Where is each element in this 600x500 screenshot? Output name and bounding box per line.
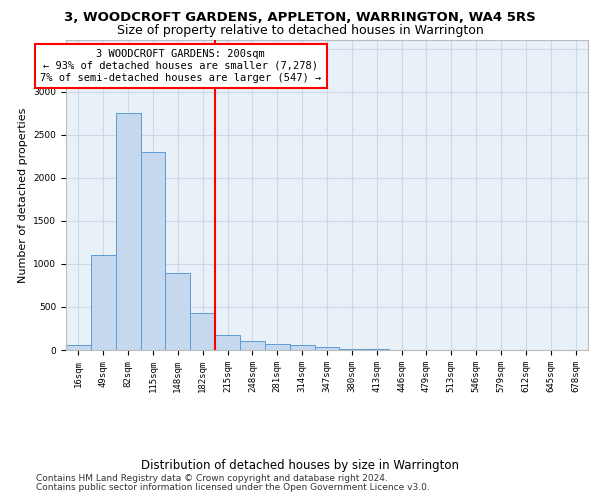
Text: 3, WOODCROFT GARDENS, APPLETON, WARRINGTON, WA4 5RS: 3, WOODCROFT GARDENS, APPLETON, WARRINGT…	[64, 11, 536, 24]
Text: Contains public sector information licensed under the Open Government Licence v3: Contains public sector information licen…	[36, 484, 430, 492]
Text: Contains HM Land Registry data © Crown copyright and database right 2024.: Contains HM Land Registry data © Crown c…	[36, 474, 388, 483]
Bar	[140, 152, 166, 350]
Bar	[166, 272, 190, 350]
Bar	[116, 113, 140, 350]
Bar	[190, 313, 215, 350]
Bar	[364, 349, 389, 350]
Bar	[91, 256, 116, 350]
Y-axis label: Number of detached properties: Number of detached properties	[18, 108, 28, 282]
Text: Size of property relative to detached houses in Warrington: Size of property relative to detached ho…	[116, 24, 484, 37]
Bar	[66, 345, 91, 350]
Bar	[240, 341, 265, 350]
Text: 3 WOODCROFT GARDENS: 200sqm
← 93% of detached houses are smaller (7,278)
7% of s: 3 WOODCROFT GARDENS: 200sqm ← 93% of det…	[40, 50, 322, 82]
Text: Distribution of detached houses by size in Warrington: Distribution of detached houses by size …	[141, 458, 459, 471]
Bar	[290, 346, 314, 350]
Bar	[265, 344, 290, 350]
Bar	[314, 348, 340, 350]
Bar	[340, 348, 364, 350]
Bar	[215, 335, 240, 350]
